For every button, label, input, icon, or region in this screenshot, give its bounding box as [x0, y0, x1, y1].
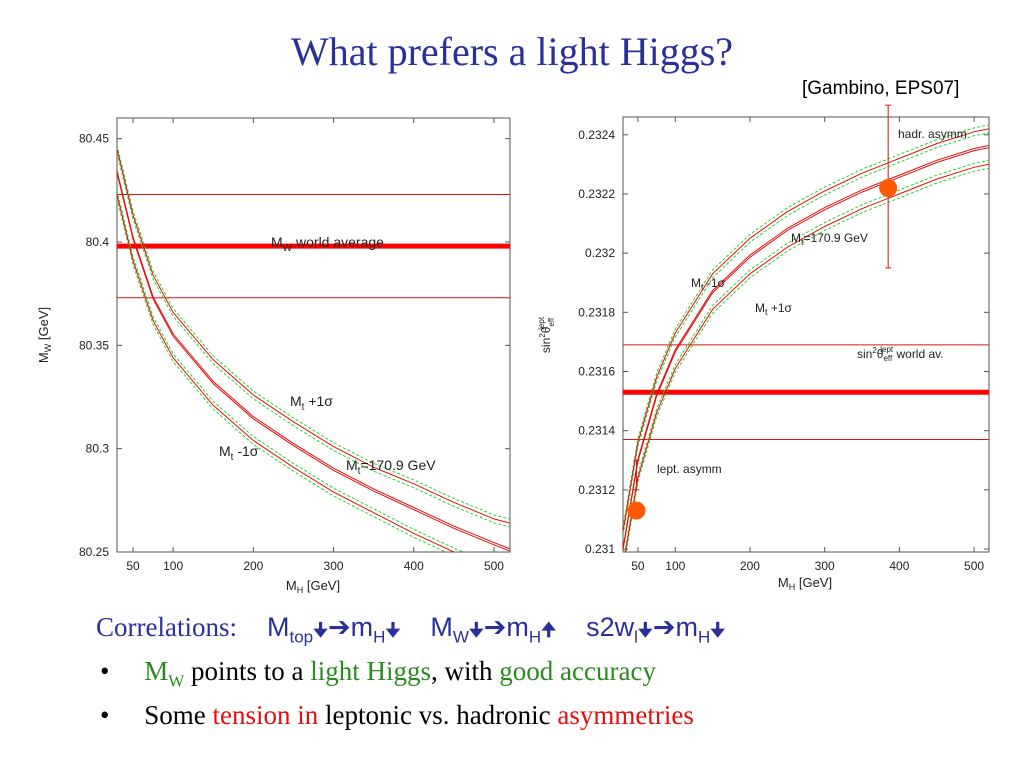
- correlation-s2w: s2wl🠋➔mH🠋: [586, 612, 726, 647]
- world-average-label: MW world average: [271, 234, 384, 254]
- x-tick-label: 400: [889, 559, 909, 573]
- y-tick-label: 80.45: [79, 132, 109, 146]
- x-tick-label: 200: [243, 559, 263, 573]
- y-tick-label: 0.2316: [578, 364, 615, 378]
- mt-plus-label: Mt +1σ: [290, 393, 333, 413]
- mt-central-label: Mt=170.9 GeV: [346, 457, 436, 477]
- bullet-icon: •: [100, 656, 110, 686]
- world-average-label: sin2θefflept world av.: [857, 345, 944, 363]
- y-tick-label: 80.25: [79, 545, 109, 559]
- plot-frame: [116, 117, 511, 553]
- series-band-upper-2: [117, 190, 465, 552]
- y-tick-label: 0.2312: [578, 483, 615, 497]
- y-tick-label: 0.231: [585, 542, 615, 556]
- x-tick-label: 400: [404, 559, 424, 573]
- bullet-1: • MW points to a light Higgs, with good …: [100, 656, 656, 691]
- y-tick-label: 0.2314: [578, 424, 615, 438]
- y-axis-label: sin2θefflept: [537, 316, 556, 353]
- y-tick-label: 0.232: [585, 246, 615, 260]
- correlations-label: Correlations:: [96, 612, 237, 642]
- y-tick-label: 0.2324: [578, 128, 615, 142]
- x-axis-label: MH [GeV]: [778, 575, 832, 592]
- series-line-central-0: [117, 172, 510, 552]
- series-band-upper-0: [623, 124, 989, 528]
- x-tick-label: 300: [324, 559, 344, 573]
- mt-minus-label: Mt -1σ: [691, 276, 726, 292]
- series-line-0: [623, 128, 989, 532]
- series-band-lower-2: [625, 167, 989, 552]
- lept-asymm-label: lept. asymm: [657, 462, 722, 476]
- citation: [Gambino, EPS07]: [802, 78, 960, 99]
- hadr-asymm-label: hadr. asymm: [898, 127, 967, 141]
- y-tick-label: 80.3: [86, 442, 110, 456]
- plot-frame: [622, 116, 990, 553]
- correlations-line: Correlations: Mtop🠋➔mH🠋 MW🠋➔mH🠉 s2wl🠋➔mH…: [96, 612, 725, 648]
- y-tick-label: 80.35: [79, 338, 109, 352]
- x-tick-label: 200: [740, 559, 760, 573]
- series-line-2: [117, 194, 456, 552]
- series-band-upper-0: [117, 144, 510, 520]
- series-line-central-1: [623, 145, 989, 549]
- mt-plus-label: Mt +1σ: [755, 301, 793, 317]
- series-band-lower-0: [117, 152, 510, 528]
- series-line-central-1: [117, 170, 510, 550]
- x-tick-label: 50: [631, 559, 645, 573]
- y-tick-label: 0.2322: [578, 187, 615, 201]
- series-line-0: [117, 148, 510, 524]
- mt-central-label: Mt=170.9 GeV: [791, 231, 868, 247]
- measurement-point-0: [627, 501, 646, 520]
- bullet-icon: •: [100, 700, 110, 730]
- x-tick-label: 300: [815, 559, 835, 573]
- series-band-lower-0: [623, 132, 989, 536]
- x-tick-label: 100: [163, 559, 183, 573]
- x-tick-label: 100: [665, 559, 685, 573]
- series-band-lower-2: [117, 198, 447, 552]
- y-tick-label: 0.2318: [578, 305, 615, 319]
- series-band-upper-2: [624, 159, 989, 552]
- measurement-point-1: [879, 179, 898, 198]
- mt-minus-label: Mt -1σ: [219, 443, 259, 463]
- slide-title: What prefers a light Higgs?: [290, 29, 734, 74]
- bullet-2: • Some tension in leptonic vs. hadronic …: [100, 700, 694, 730]
- correlation-mtop: Mtop🠋➔mH🠋: [266, 612, 401, 647]
- correlation-mw: MW🠋➔mH🠉: [430, 612, 557, 647]
- series-line-2: [624, 163, 989, 552]
- y-tick-label: 80.4: [86, 235, 110, 249]
- x-tick-label: 500: [484, 559, 504, 573]
- series-line-central-0: [623, 147, 989, 551]
- x-tick-label: 50: [126, 559, 140, 573]
- x-tick-label: 500: [964, 559, 984, 573]
